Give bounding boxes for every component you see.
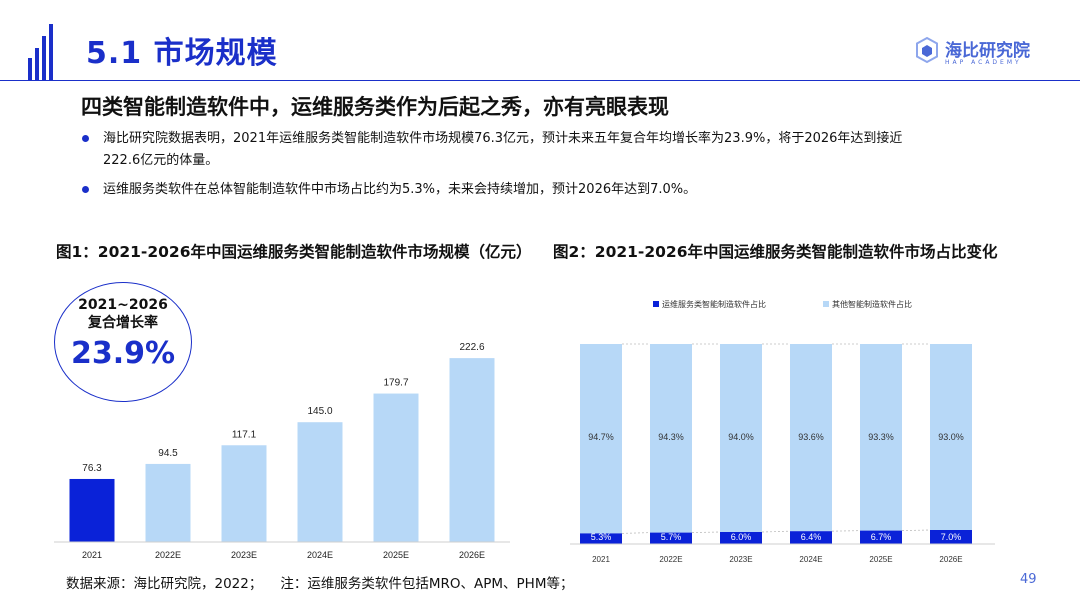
bullet-text: 海比研究院数据表明，2021年运维服务类智能制造软件市场规模76.3亿元，预计未…	[103, 131, 903, 168]
footer-note: 数据来源：海比研究院，2022； 注：运维服务类软件包括MRO、APM、PHM等；	[66, 572, 573, 592]
market-share-stacked-chart: 运维服务类智能制造软件占比 其他智能制造软件占比 94.7% 5.3% 2021 94.3…	[570, 299, 995, 564]
bar-value-label: 179.7	[383, 378, 408, 389]
bar-om-share-label: 5.7%	[661, 532, 682, 542]
bar-2024E	[297, 422, 343, 542]
bar-other-share-label: 93.6%	[798, 432, 824, 442]
x-tick-label: 2026E	[939, 555, 962, 564]
data-source: 数据来源：海比研究院，2022；	[66, 576, 263, 592]
bullet-dot	[82, 186, 89, 193]
connector-line	[691, 531, 721, 533]
bar-other-share-2021	[580, 344, 622, 534]
cagr-period: 2021~2026	[78, 297, 168, 313]
market-size-bar-chart: 76.3 2021 94.5 2022E 117.1 2023E 145.0 2024E 179…	[54, 342, 510, 560]
bar-value-label: 94.5	[158, 448, 178, 459]
x-tick-label: 2023E	[231, 550, 257, 560]
bar-2026E	[449, 358, 495, 542]
cagr-callout: 2021~2026 复合增长率 23.9%	[54, 282, 192, 402]
bar-other-share-label: 93.0%	[938, 432, 964, 442]
bullet-text: 运维服务类软件在总体智能制造软件中市场占比约为5.3%，未来会持续增加，预计20…	[103, 182, 697, 197]
section-subtitle: 四类智能制造软件中，运维服务类作为后起之秀，亦有亮眼表现	[81, 95, 669, 119]
cagr-label: 复合增长率	[88, 315, 158, 331]
bar-other-share-2026E	[930, 344, 972, 530]
x-tick-label: 2025E	[869, 555, 892, 564]
bullet-point-1: 海比研究院数据表明，2021年运维服务类智能制造软件市场规模76.3亿元，预计未…	[82, 128, 932, 172]
connector-line	[901, 529, 931, 531]
cube-logo-icon	[916, 36, 938, 64]
bar-om-share-2026E	[930, 530, 972, 544]
x-tick-label: 2023E	[729, 555, 752, 564]
bar-2022E	[145, 463, 191, 542]
bar-value-label: 117.1	[232, 429, 257, 440]
bar-other-share-2024E	[790, 344, 832, 532]
bar-om-share-2021	[580, 533, 622, 544]
legend-swatch-series-1	[653, 301, 659, 307]
page-number: 49	[1020, 572, 1037, 587]
x-tick-label: 2021	[592, 555, 610, 564]
x-tick-label: 2021	[82, 550, 102, 560]
x-tick-label: 2025E	[383, 550, 409, 560]
bullet-point-2: 运维服务类软件在总体智能制造软件中市场占比约为5.3%，未来会持续增加，预计20…	[82, 179, 932, 201]
bar-2025E	[373, 393, 419, 542]
bar-om-share-2023E	[720, 532, 762, 544]
bar-om-share-label: 5.3%	[591, 532, 612, 542]
connector-line	[831, 530, 861, 532]
bar-other-share-2023E	[720, 344, 762, 532]
x-tick-label: 2026E	[459, 550, 485, 560]
page-title: 5.1 市场规模	[86, 36, 278, 71]
bar-om-share-label: 6.0%	[731, 532, 752, 542]
logo-text: 海比研究院	[945, 41, 1030, 61]
bar-om-share-label: 7.0%	[941, 532, 962, 542]
x-tick-label: 2022E	[155, 550, 181, 560]
cagr-value: 23.9%	[70, 336, 176, 371]
bar-value-label: 145.0	[307, 406, 332, 417]
logo-subtext: HAP ACADEMY	[945, 59, 1022, 66]
bar-om-share-2025E	[860, 530, 902, 544]
connector-line	[761, 530, 791, 533]
x-tick-label: 2022E	[659, 555, 682, 564]
footnote: 注：运维服务类软件包括MRO、APM、PHM等；	[280, 576, 574, 592]
legend-label-series-2: 其他智能制造软件占比	[832, 299, 912, 309]
bar-om-share-label: 6.7%	[871, 532, 892, 542]
bullet-dot	[82, 135, 89, 142]
bar-value-label: 76.3	[82, 463, 102, 474]
legend-swatch-series-2	[823, 301, 829, 307]
x-tick-label: 2024E	[307, 550, 333, 560]
bar-other-share-2025E	[860, 344, 902, 531]
figure-1-title: 图1：2021-2026年中国运维服务类智能制造软件市场规模（亿元）	[56, 243, 532, 261]
bar-om-share-2024E	[790, 531, 832, 544]
decorative-bars	[28, 24, 53, 80]
connector-line	[621, 532, 651, 534]
bar-value-label: 222.6	[459, 342, 484, 353]
bar-2021	[69, 478, 115, 542]
figure-2-title: 图2：2021-2026年中国运维服务类智能制造软件市场占比变化	[553, 243, 998, 261]
x-tick-label: 2024E	[799, 555, 822, 564]
bar-other-share-2022E	[650, 344, 692, 533]
brand-logo: 海比研究院 HAP ACADEMY	[915, 34, 1045, 70]
bar-other-share-label: 94.3%	[658, 432, 684, 442]
bar-om-share-2022E	[650, 532, 692, 544]
bar-other-share-label: 93.3%	[868, 432, 894, 442]
bar-other-share-label: 94.7%	[588, 432, 614, 442]
bar-2023E	[221, 445, 267, 542]
legend-label-series-1: 运维服务类智能制造软件占比	[662, 299, 766, 309]
bar-other-share-label: 94.0%	[728, 432, 754, 442]
bar-om-share-label: 6.4%	[801, 532, 822, 542]
title-divider	[0, 80, 1080, 81]
